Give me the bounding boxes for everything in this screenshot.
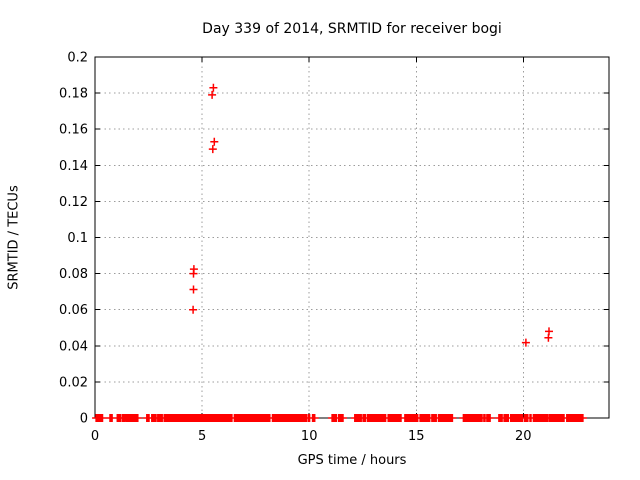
chart-title: Day 339 of 2014, SRMTID for receiver bog… [202,21,502,37]
x-axis-label: GPS time / hours [297,453,407,468]
y-tick-label: 0 [80,412,88,427]
baseline-points [92,414,587,422]
x-tick-label: 10 [301,429,318,444]
x-tick-label: 20 [515,429,532,444]
y-tick-label: 0.06 [59,303,88,318]
outlier-points [189,83,553,347]
x-tick-label: 15 [408,429,425,444]
y-tick-label: 0.14 [59,159,88,174]
plot-border [94,56,610,419]
y-tick-label: 0.04 [59,339,88,354]
y-tick-label: 0.18 [59,87,88,102]
y-tick-label: 0.12 [59,195,88,210]
y-tick-label: 0.02 [59,375,88,390]
y-tick-label: 0.1 [67,231,88,246]
y-tick-label: 0.2 [67,51,88,66]
x-tick-label: 0 [91,429,99,444]
x-tick-label: 5 [198,429,206,444]
y-tick-label: 0.16 [59,123,88,138]
y-tick-label: 0.08 [59,267,88,282]
tick-marks [94,56,609,419]
